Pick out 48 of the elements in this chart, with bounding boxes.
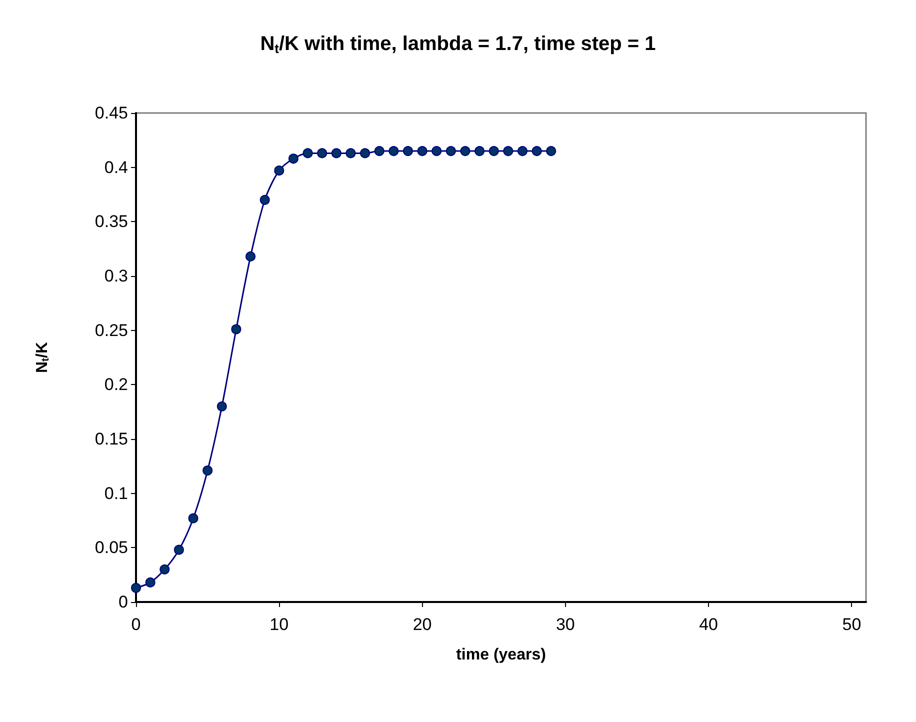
x-tick-label: 10 xyxy=(270,615,289,634)
x-tick-label: 30 xyxy=(556,615,575,634)
point xyxy=(302,148,313,158)
point xyxy=(388,146,399,156)
point xyxy=(546,146,556,156)
point xyxy=(274,166,284,176)
point xyxy=(131,582,141,593)
y-tick-label: 0.4 xyxy=(104,158,128,177)
point xyxy=(460,146,470,156)
point xyxy=(346,148,356,158)
x-tick-label: 0 xyxy=(131,615,141,634)
y-tick-label: 0.15 xyxy=(94,430,128,448)
point xyxy=(517,146,528,156)
point xyxy=(288,154,298,164)
y-tick-label: 0.45 xyxy=(94,104,128,122)
point xyxy=(402,146,413,156)
point xyxy=(202,466,213,476)
y-tick-label: 0.05 xyxy=(94,538,128,558)
point xyxy=(317,148,328,158)
point xyxy=(417,146,428,156)
y-axis-title: Nt/K xyxy=(34,342,52,374)
point xyxy=(374,146,384,156)
point xyxy=(174,544,184,555)
point xyxy=(331,148,342,158)
point xyxy=(360,148,370,158)
point xyxy=(145,577,156,588)
x-axis-title: time (years) xyxy=(456,646,546,664)
point xyxy=(231,324,242,334)
point xyxy=(488,146,499,156)
point xyxy=(503,146,514,156)
point xyxy=(188,513,198,524)
x-tick-label: 50 xyxy=(842,615,862,634)
x-tick-label: 40 xyxy=(699,615,718,634)
point xyxy=(260,194,270,205)
point xyxy=(532,146,542,156)
point xyxy=(474,146,485,156)
point xyxy=(432,146,442,156)
y-tick-label: 0.3 xyxy=(104,266,128,286)
point xyxy=(216,401,227,412)
y-tick-label: 0.25 xyxy=(94,320,128,340)
y-tick-label: 0.1 xyxy=(104,484,128,503)
y-tick-label: 0 xyxy=(118,592,128,612)
y-tick-label: 0.35 xyxy=(94,212,128,232)
point xyxy=(160,564,170,574)
point xyxy=(446,146,456,156)
point xyxy=(246,251,256,262)
x-tick-label: 20 xyxy=(412,615,432,634)
y-tick-label: 0.2 xyxy=(104,375,128,394)
